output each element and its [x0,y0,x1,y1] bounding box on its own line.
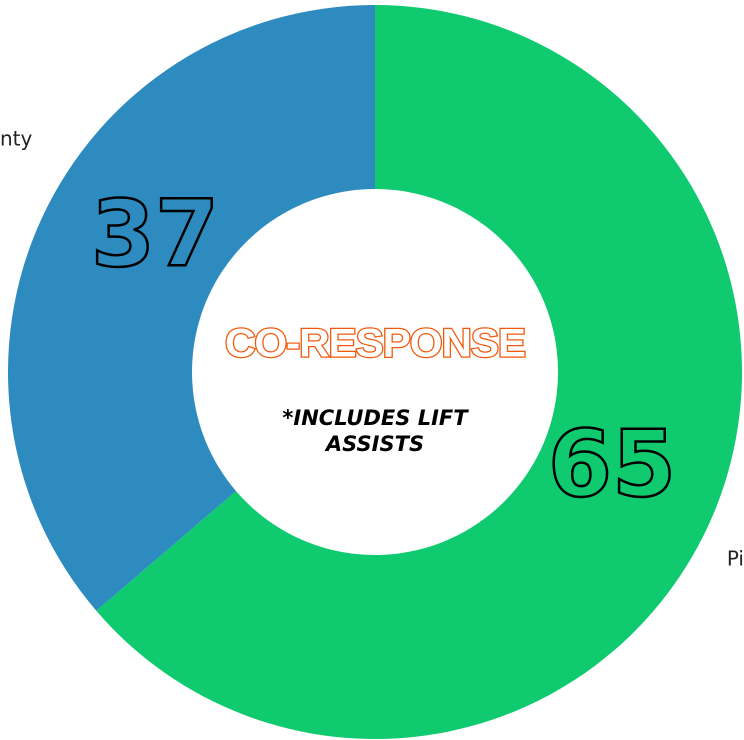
value-label: 37 [91,180,219,287]
category-label: nty [0,127,33,151]
wedge [7,5,375,611]
chart-title: CO-RESPONSE [225,322,525,366]
category-label: Pi [727,547,744,571]
value-label: 65 [548,410,676,517]
wedge [96,5,742,739]
annotation: *INCLUDES LIFT ASSISTS [282,406,468,456]
